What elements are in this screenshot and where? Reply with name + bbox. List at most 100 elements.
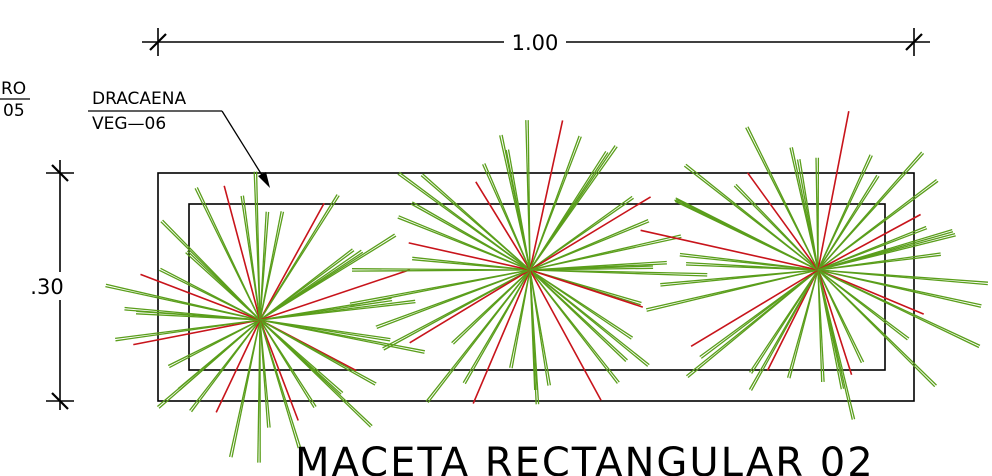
leaf-green bbox=[529, 146, 618, 271]
leaf-green bbox=[786, 269, 819, 378]
leaf-green bbox=[484, 163, 531, 271]
leaf-green bbox=[259, 301, 416, 321]
leaf-red bbox=[259, 202, 325, 321]
leaf-green bbox=[255, 171, 261, 321]
leaf-red bbox=[215, 319, 261, 413]
leaf-red bbox=[529, 269, 644, 308]
leaf-green bbox=[529, 221, 650, 271]
leaf-green bbox=[398, 171, 531, 271]
plant-3 bbox=[640, 111, 989, 420]
leaf-green bbox=[529, 152, 609, 271]
leaf-red bbox=[529, 269, 602, 401]
leaf-green bbox=[679, 252, 819, 271]
leaf-green bbox=[160, 267, 261, 321]
leaf-green bbox=[509, 269, 531, 368]
leaf-red bbox=[529, 196, 652, 271]
leaf-green bbox=[507, 149, 531, 271]
leaf-green bbox=[228, 319, 261, 458]
leaf-green bbox=[529, 136, 582, 271]
leaf-green bbox=[349, 269, 531, 304]
leaf-green bbox=[259, 211, 270, 321]
leaf-green bbox=[817, 152, 925, 271]
width-dimension-label: 1.00 bbox=[512, 31, 559, 55]
leaf-green bbox=[747, 126, 819, 271]
leaf-red bbox=[409, 269, 531, 344]
leaf-green bbox=[259, 319, 371, 428]
leaf-green bbox=[259, 319, 299, 449]
leaf-green bbox=[425, 269, 531, 402]
leaf-green bbox=[451, 269, 531, 344]
leaf-red bbox=[817, 213, 921, 271]
plant-name-label: DRACAENA bbox=[92, 89, 187, 109]
leaf-green bbox=[257, 319, 261, 463]
leaf-green bbox=[412, 256, 531, 271]
leaf-green bbox=[259, 319, 315, 409]
plant-code-label: VEG—06 bbox=[92, 114, 166, 134]
leaf-green bbox=[817, 175, 880, 271]
leaf-green bbox=[817, 235, 956, 271]
leaf-red bbox=[408, 242, 531, 271]
plant-2 bbox=[349, 120, 708, 405]
leaf-green bbox=[529, 269, 708, 277]
leaf-green bbox=[645, 269, 819, 310]
leaf-green bbox=[529, 269, 537, 405]
leaf-green bbox=[529, 269, 627, 362]
leaf-red bbox=[259, 268, 411, 321]
leaf-green bbox=[196, 187, 261, 321]
leaf-green bbox=[527, 120, 531, 271]
leaf-green bbox=[259, 195, 340, 321]
leaf-green bbox=[529, 236, 682, 271]
leaf-green bbox=[124, 306, 261, 321]
leaf-red bbox=[640, 229, 819, 271]
leaf-green bbox=[462, 269, 531, 384]
leaf-green bbox=[529, 269, 632, 340]
leaf-green bbox=[177, 319, 261, 390]
leaf-green bbox=[351, 268, 531, 271]
leaf-green bbox=[660, 269, 819, 285]
leader-arrowhead bbox=[258, 172, 270, 188]
leaf-green bbox=[382, 269, 531, 349]
leaf-green bbox=[817, 228, 928, 271]
height-dimension-label: .30 bbox=[30, 275, 63, 299]
leaf-red bbox=[817, 269, 925, 315]
leaf-green bbox=[817, 269, 862, 364]
leaf-green bbox=[817, 269, 823, 383]
leaf-green bbox=[817, 254, 941, 271]
plant-1 bbox=[105, 171, 426, 463]
partial-callout-line1: RO bbox=[1, 79, 26, 99]
leaf-green bbox=[115, 319, 261, 340]
plant-callout: DRACAENA VEG—06 bbox=[88, 89, 270, 188]
leaf-green bbox=[259, 211, 285, 321]
partial-callout-line2: 05 bbox=[3, 101, 25, 121]
leaf-green bbox=[529, 269, 649, 367]
leaf-green bbox=[259, 235, 397, 321]
leaf-green bbox=[685, 269, 819, 377]
leaf-red bbox=[133, 319, 261, 346]
leaf-green bbox=[817, 269, 842, 390]
leaf-green bbox=[167, 319, 261, 367]
leaf-green bbox=[817, 269, 988, 286]
leaf-green bbox=[375, 269, 531, 327]
leaf-green bbox=[817, 180, 939, 271]
leaf-green bbox=[699, 269, 819, 358]
leaf-green bbox=[105, 283, 261, 321]
leaf-green bbox=[791, 147, 819, 271]
width-dimension: 1.00 bbox=[142, 28, 930, 56]
leaf-green bbox=[411, 201, 531, 271]
leaf-green bbox=[529, 269, 549, 386]
height-dimension: .30 bbox=[30, 160, 74, 410]
leaf-green bbox=[817, 269, 908, 341]
leaf-green bbox=[685, 163, 819, 271]
leaf-red bbox=[223, 185, 261, 321]
leaf-green bbox=[259, 319, 269, 428]
leaf-green bbox=[817, 269, 936, 388]
leaf-green bbox=[422, 173, 531, 271]
leaf-green bbox=[242, 195, 261, 321]
partial-callout: RO 05 bbox=[0, 79, 30, 121]
leaf-green bbox=[799, 158, 819, 271]
leaf-red bbox=[817, 269, 853, 375]
leaf-red bbox=[690, 269, 819, 347]
leaf-green bbox=[817, 269, 980, 349]
leaf-green bbox=[259, 319, 425, 354]
